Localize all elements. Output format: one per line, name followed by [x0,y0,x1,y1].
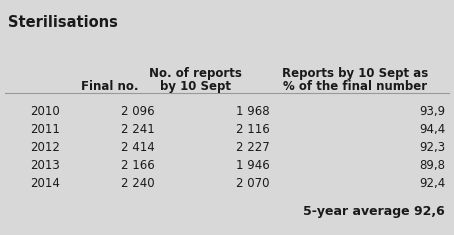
Text: 2 227: 2 227 [236,141,270,154]
Text: 2012: 2012 [30,141,60,154]
Text: Final no.: Final no. [81,80,139,93]
Text: 92,3: 92,3 [419,141,445,154]
Text: 2 240: 2 240 [121,177,155,190]
Text: Reports by 10 Sept as: Reports by 10 Sept as [282,67,428,80]
Text: 5-year average 92,6: 5-year average 92,6 [303,205,445,218]
Text: 2 241: 2 241 [121,123,155,136]
Text: 2011: 2011 [30,123,60,136]
Text: 2 070: 2 070 [237,177,270,190]
Text: by 10 Sept: by 10 Sept [159,80,231,93]
Text: 2 116: 2 116 [236,123,270,136]
Text: 89,8: 89,8 [419,159,445,172]
Text: 1 968: 1 968 [237,105,270,118]
Text: 2 166: 2 166 [121,159,155,172]
Text: No. of reports: No. of reports [148,67,242,80]
Text: 2 096: 2 096 [121,105,155,118]
Text: % of the final number: % of the final number [283,80,427,93]
Text: 1 946: 1 946 [236,159,270,172]
Text: 2 414: 2 414 [121,141,155,154]
Text: 2013: 2013 [30,159,60,172]
Text: 94,4: 94,4 [419,123,445,136]
Text: 2010: 2010 [30,105,60,118]
Text: Sterilisations: Sterilisations [8,15,118,30]
Text: 92,4: 92,4 [419,177,445,190]
Text: 93,9: 93,9 [419,105,445,118]
Text: 2014: 2014 [30,177,60,190]
